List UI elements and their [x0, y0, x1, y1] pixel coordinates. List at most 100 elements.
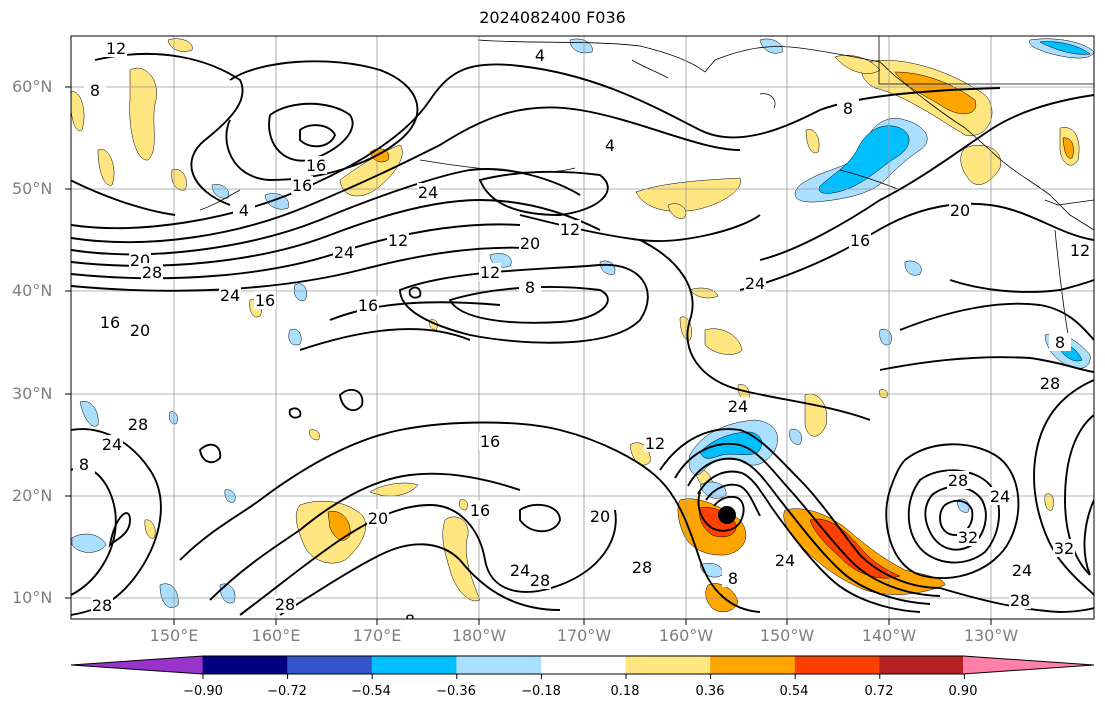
- contour-line: [268, 102, 354, 162]
- contour-line: [739, 202, 1094, 291]
- coastline: [419, 159, 576, 173]
- shading-patch: [1044, 493, 1054, 511]
- shading-patch: [309, 429, 320, 441]
- shading-patch: [789, 428, 802, 445]
- shading-patch: [569, 38, 593, 54]
- contour-label: 4: [605, 136, 615, 155]
- contour-line: [71, 168, 581, 256]
- contour-line: [71, 179, 176, 216]
- contour-line: [71, 246, 531, 292]
- colorbar-extend-max: [963, 656, 1094, 674]
- colorbar-segment: [456, 656, 542, 674]
- contour-line: [338, 388, 364, 412]
- contour-line: [299, 328, 471, 351]
- shading-patch: [759, 38, 783, 54]
- shading-patch: [699, 481, 727, 499]
- contour-label-bg: [469, 501, 491, 519]
- contour-line: [759, 94, 1094, 261]
- contour-label: 20: [520, 234, 540, 253]
- colorbar-segment: [794, 656, 880, 674]
- contour-line: [179, 421, 561, 561]
- contour-label-bg: [589, 507, 611, 525]
- coastline: [631, 59, 669, 79]
- shading-patch: [1039, 41, 1091, 55]
- contour-label: 16: [358, 296, 378, 315]
- contour-line: [198, 443, 222, 464]
- contour-label: 12: [560, 220, 580, 239]
- contour-line: [94, 52, 244, 206]
- colorbar-segment: [287, 656, 373, 674]
- contour-label-bg: [1009, 591, 1031, 609]
- lon-label: 170°E: [352, 626, 402, 645]
- shading-patch: [805, 129, 820, 154]
- contour-line: [639, 239, 871, 421]
- contour-line: [239, 504, 617, 616]
- contour-label: 20: [368, 509, 388, 528]
- contour-label: 12: [1070, 241, 1090, 260]
- coastline: [839, 169, 901, 191]
- contour-line: [225, 60, 419, 181]
- contour-label: 28: [530, 571, 550, 590]
- contour-line: [71, 199, 601, 267]
- contour-label-bg: [291, 176, 313, 194]
- contour-line: [329, 301, 501, 321]
- coastline: [477, 39, 1094, 231]
- contour-line: [713, 495, 745, 519]
- coastline: [759, 93, 776, 109]
- lat-label: 10°N: [12, 588, 53, 607]
- colorbar-tick-label: 0.54: [779, 684, 809, 699]
- shading-patch: [879, 328, 892, 346]
- coastline: [1044, 199, 1094, 206]
- shading-patch: [667, 203, 686, 219]
- contour-line: [559, 429, 761, 613]
- colorbar-extend-min: [71, 656, 203, 674]
- contour-label-bg: [509, 561, 531, 579]
- lon-label: 160°W: [658, 626, 714, 645]
- colorbar-tick-label: 0.36: [695, 684, 725, 699]
- contour-label-bg: [305, 156, 327, 174]
- colorbar-tick-label: −0.36: [436, 684, 476, 699]
- contour-label: 24: [220, 286, 240, 305]
- contour-label-bg: [849, 231, 871, 249]
- contour-label: 28: [1040, 374, 1060, 393]
- contour-label-bg: [127, 415, 149, 433]
- contour-label: 20: [950, 201, 970, 220]
- contour-label: 24: [775, 551, 795, 570]
- colorbar-tick-label: 0.18: [610, 684, 640, 699]
- contour-label: 28: [275, 595, 295, 614]
- shaded-field: [71, 38, 1094, 613]
- contour-line: [399, 263, 649, 344]
- contour-line: [697, 470, 921, 613]
- colorbar-segment: [625, 656, 711, 674]
- contour-label-bg: [837, 99, 859, 117]
- contour-line: [209, 472, 521, 601]
- contour-label: 24: [334, 243, 354, 262]
- contour-line: [949, 279, 1094, 293]
- contour-label: 24: [102, 435, 122, 454]
- contour-line: [408, 286, 422, 299]
- contour-label: 32: [1054, 539, 1074, 558]
- contour-label: 28: [92, 596, 112, 615]
- contour-label-bg: [219, 286, 241, 304]
- contour-label: 4: [535, 46, 545, 65]
- contour-line: [939, 587, 1094, 613]
- contour-line: [879, 356, 1094, 373]
- contour-line: [71, 63, 1001, 230]
- contour-label: 8: [90, 81, 100, 100]
- contour-line: [1083, 499, 1094, 576]
- contour-label: 16: [292, 176, 312, 195]
- shading-patch: [834, 54, 881, 74]
- chart-title: 2024082400 F036: [479, 8, 626, 27]
- contour-label-bg: [727, 397, 749, 415]
- contour-line: [519, 503, 561, 533]
- contour-label-bg: [519, 278, 541, 296]
- colorbar: [70, 655, 1095, 679]
- colorbar-segment: [710, 656, 796, 674]
- contour-label-bg: [129, 321, 151, 339]
- contour-label: 24: [510, 561, 530, 580]
- contour-line: [1033, 379, 1094, 596]
- contour-label-bg: [1011, 561, 1033, 579]
- shading-patch: [635, 177, 741, 212]
